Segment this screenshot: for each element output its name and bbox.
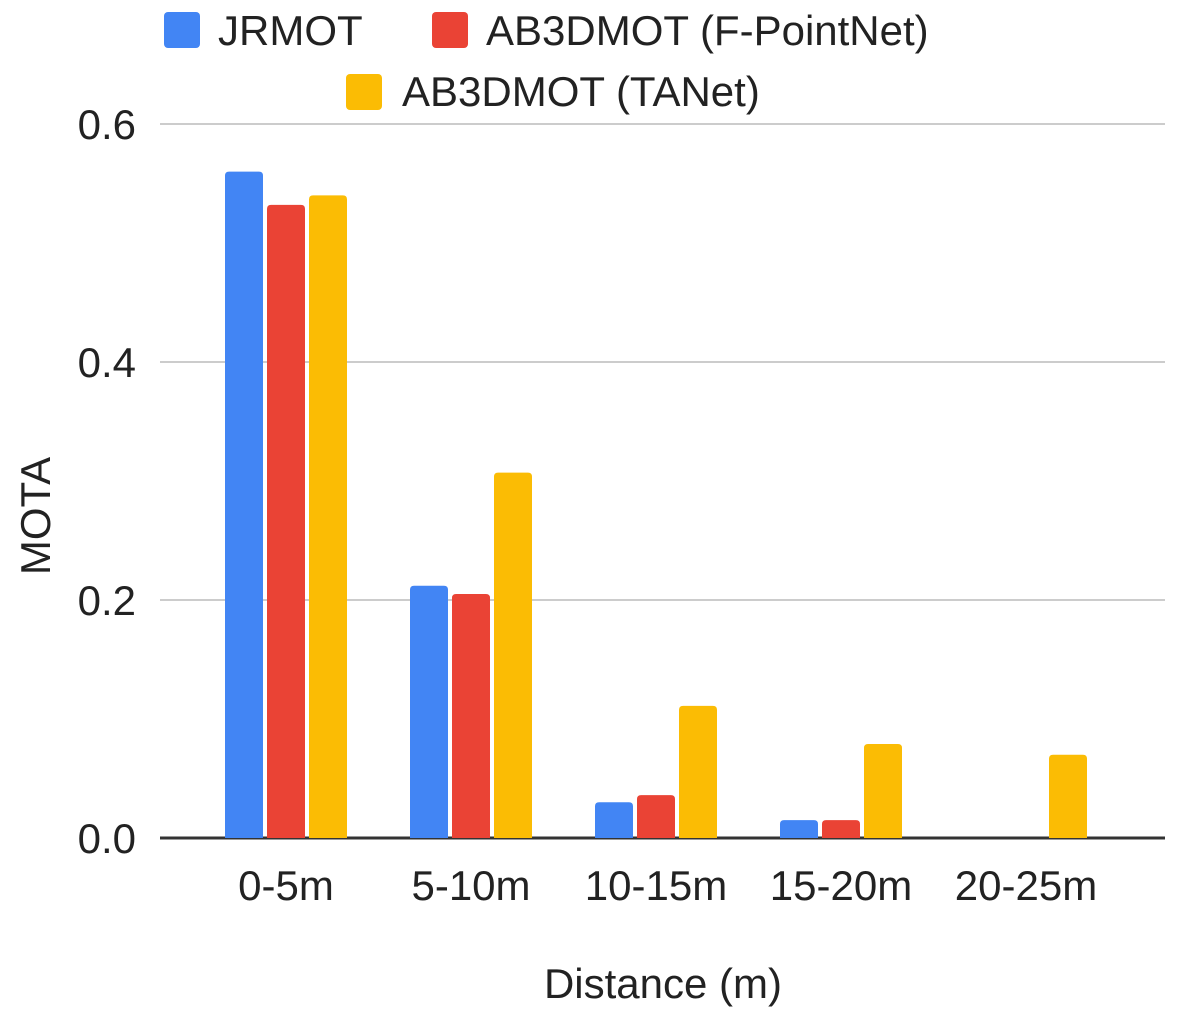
y-axis-title: MOTA bbox=[12, 457, 59, 575]
legend-swatch bbox=[164, 12, 200, 48]
legend-label: AB3DMOT (F-PointNet) bbox=[486, 7, 929, 54]
bar-0-5m-jrmot bbox=[225, 171, 263, 839]
legend-item-jrmot: JRMOT bbox=[164, 7, 363, 54]
bars bbox=[225, 171, 1087, 839]
bar-10-15m-jrmot bbox=[595, 802, 633, 838]
x-axis-ticks: 0-5m 5-10m 10-15m 15-20m 20-25m bbox=[238, 862, 1097, 909]
legend-swatch bbox=[432, 12, 468, 48]
y-tick-label: 0.2 bbox=[78, 577, 136, 624]
bar-5-10m-ab3dmot-f-pointnet- bbox=[452, 594, 490, 838]
bar-5-10m-jrmot bbox=[410, 585, 448, 838]
x-tick-label: 15-20m bbox=[770, 862, 912, 909]
bar-15-20m-ab3dmot-f-pointnet- bbox=[822, 820, 860, 838]
legend: JRMOT AB3DMOT (F-PointNet) AB3DMOT (TANe… bbox=[164, 7, 929, 115]
bar-5-10m-ab3dmot-tanet- bbox=[494, 472, 532, 838]
y-axis-ticks: 0.0 0.2 0.4 0.6 bbox=[78, 101, 136, 862]
x-tick-label: 5-10m bbox=[411, 862, 530, 909]
legend-item-ab3dmot-tanet: AB3DMOT (TANet) bbox=[346, 68, 760, 115]
x-tick-label: 0-5m bbox=[238, 862, 334, 909]
legend-item-ab3dmot-fpointnet: AB3DMOT (F-PointNet) bbox=[432, 7, 929, 54]
bar-0-5m-ab3dmot-tanet- bbox=[309, 195, 347, 838]
legend-swatch bbox=[346, 74, 382, 110]
bar-10-15m-ab3dmot-f-pointnet- bbox=[637, 795, 675, 838]
bar-10-15m-ab3dmot-tanet- bbox=[679, 705, 717, 838]
bar-15-20m-ab3dmot-tanet- bbox=[864, 743, 902, 838]
x-axis-title: Distance (m) bbox=[544, 960, 782, 1007]
y-tick-label: 0.6 bbox=[78, 101, 136, 148]
bar-15-20m-jrmot bbox=[780, 820, 818, 838]
legend-label: JRMOT bbox=[218, 7, 363, 54]
bar-0-5m-ab3dmot-f-pointnet- bbox=[267, 204, 305, 839]
bar-20-25m-ab3dmot-tanet- bbox=[1049, 754, 1087, 838]
x-tick-label: 10-15m bbox=[585, 862, 727, 909]
y-tick-label: 0.0 bbox=[78, 815, 136, 862]
x-tick-label: 20-25m bbox=[955, 862, 1097, 909]
legend-label: AB3DMOT (TANet) bbox=[402, 68, 760, 115]
y-tick-label: 0.4 bbox=[78, 339, 136, 386]
